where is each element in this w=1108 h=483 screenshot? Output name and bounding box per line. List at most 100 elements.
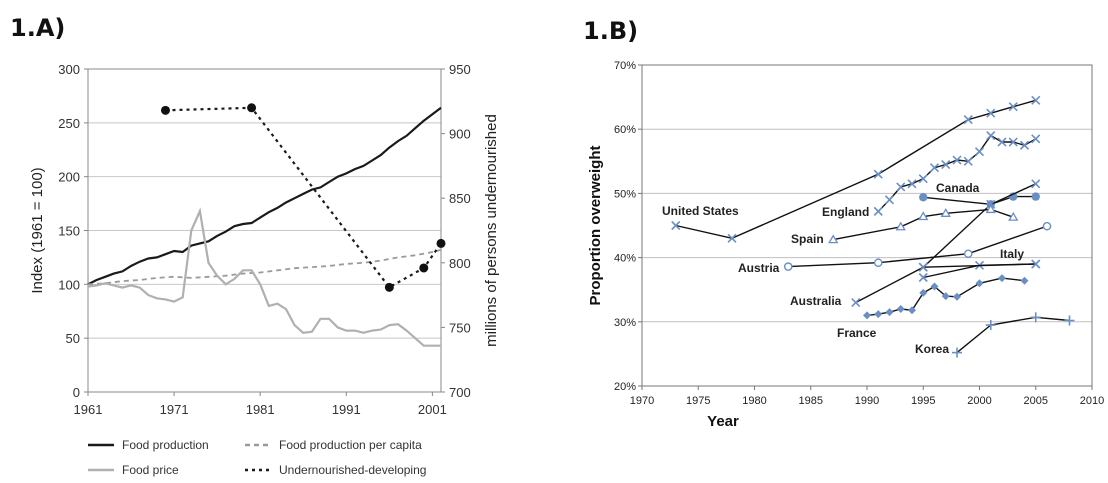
data-point bbox=[1031, 192, 1040, 201]
marker-stroke bbox=[727, 233, 737, 243]
data-point bbox=[436, 238, 446, 248]
series-line bbox=[165, 106, 442, 289]
data-point bbox=[1031, 259, 1041, 269]
marker-stroke bbox=[963, 115, 973, 125]
data-point bbox=[975, 279, 984, 288]
data-point bbox=[952, 155, 962, 165]
data-point bbox=[941, 292, 950, 301]
x-tick-label: 1990 bbox=[855, 395, 879, 407]
marker-stroke bbox=[1031, 95, 1041, 105]
marker-stroke bbox=[896, 182, 906, 192]
data-point bbox=[997, 137, 1007, 147]
y-right-tick-label: 850 bbox=[449, 191, 471, 206]
y-right-tick-label: 800 bbox=[449, 256, 471, 271]
series-line bbox=[923, 195, 1036, 206]
y-right-tick-label: 950 bbox=[449, 62, 471, 77]
x-tick-label: 1980 bbox=[742, 395, 766, 407]
country-label: Italy bbox=[1000, 247, 1024, 261]
legend-label: Food production bbox=[122, 438, 209, 452]
data-point bbox=[1042, 221, 1052, 231]
x-tick-label: 1991 bbox=[332, 402, 361, 417]
y-tick-label: 250 bbox=[58, 116, 80, 131]
marker-stroke bbox=[918, 174, 928, 184]
data-point bbox=[919, 288, 928, 297]
x-tick-label: 2010 bbox=[1080, 395, 1104, 407]
data-point bbox=[874, 310, 883, 319]
country-label: Australia bbox=[790, 294, 842, 308]
data-point bbox=[419, 263, 429, 273]
data-point bbox=[896, 182, 906, 192]
data-point bbox=[1030, 312, 1041, 323]
marker-stroke bbox=[941, 159, 951, 170]
marker-stroke bbox=[952, 155, 962, 165]
marker-stroke bbox=[671, 220, 681, 231]
data-point bbox=[873, 258, 883, 268]
country-label: Austria bbox=[738, 261, 780, 275]
y-tick-label: 50% bbox=[614, 188, 636, 200]
data-point bbox=[974, 147, 985, 157]
y-axis-title: Proportion overweight bbox=[587, 145, 604, 305]
data-point bbox=[247, 103, 257, 113]
data-point bbox=[907, 179, 917, 189]
marker-stroke bbox=[884, 195, 895, 205]
x-axis-title: Year bbox=[707, 413, 739, 430]
marker-stroke bbox=[907, 179, 917, 189]
data-point bbox=[963, 115, 973, 125]
series-line bbox=[833, 208, 1014, 241]
data-point bbox=[1008, 102, 1018, 112]
marker-stroke bbox=[963, 156, 973, 166]
country-label: United States bbox=[662, 204, 739, 218]
data-point bbox=[940, 207, 951, 217]
y-tick-label: 0 bbox=[73, 385, 80, 400]
marker-stroke bbox=[918, 272, 928, 283]
data-point bbox=[986, 108, 996, 118]
marker-stroke bbox=[929, 163, 940, 173]
data-point bbox=[1031, 134, 1041, 144]
y-tick-label: 100 bbox=[58, 277, 80, 292]
data-point bbox=[884, 195, 895, 205]
data-point bbox=[986, 131, 996, 141]
country-label: France bbox=[837, 326, 877, 340]
x-tick-label: 1961 bbox=[74, 402, 103, 417]
x-tick-label: 1985 bbox=[799, 395, 823, 407]
data-point bbox=[727, 233, 737, 243]
marker-stroke bbox=[873, 169, 883, 179]
y-tick-label: 30% bbox=[614, 317, 636, 329]
y-tick-label: 60% bbox=[614, 124, 636, 136]
panel-a-label: 1.A) bbox=[10, 14, 66, 42]
marker-stroke bbox=[851, 297, 861, 308]
country-label: Korea bbox=[915, 342, 949, 356]
legend-label: Food production per capita bbox=[279, 438, 422, 452]
y-right-axis-title: millions of persons undernourished bbox=[483, 114, 500, 347]
series-line bbox=[788, 225, 1048, 268]
x-tick-label: 2005 bbox=[1024, 395, 1048, 407]
data-point bbox=[828, 234, 839, 244]
marker-stroke bbox=[1019, 140, 1030, 150]
marker-stroke bbox=[1008, 137, 1018, 147]
data-point bbox=[783, 262, 793, 271]
series-line bbox=[87, 207, 441, 347]
data-point bbox=[1031, 179, 1041, 189]
data-point bbox=[851, 297, 861, 308]
data-point bbox=[998, 274, 1006, 283]
data-point bbox=[1064, 315, 1075, 326]
data-point bbox=[895, 221, 906, 231]
marker-stroke bbox=[873, 206, 883, 216]
marker-stroke bbox=[1031, 259, 1041, 269]
data-point bbox=[873, 206, 883, 216]
series-line bbox=[87, 249, 442, 286]
marker-stroke bbox=[1031, 134, 1041, 144]
marker-stroke bbox=[1031, 179, 1041, 189]
country-label: Spain bbox=[791, 232, 824, 246]
data-point bbox=[963, 156, 973, 166]
marker-stroke bbox=[986, 131, 996, 141]
data-point bbox=[1019, 140, 1030, 150]
y-axis-title: Index (1961 = 100) bbox=[29, 167, 46, 293]
y-tick-label: 300 bbox=[58, 62, 80, 77]
data-point bbox=[985, 204, 996, 214]
data-point bbox=[918, 174, 928, 184]
data-point bbox=[1008, 211, 1019, 221]
data-point bbox=[671, 220, 681, 231]
x-tick-label: 1975 bbox=[686, 395, 710, 407]
